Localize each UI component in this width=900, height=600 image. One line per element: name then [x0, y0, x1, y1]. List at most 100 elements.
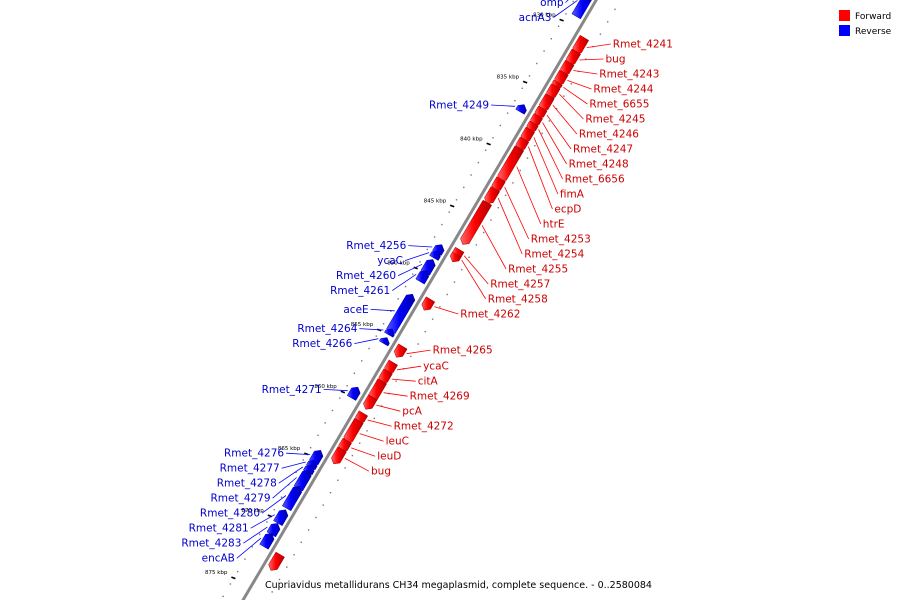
- label-leader-line: [579, 58, 604, 61]
- tick-label: 850 kbp: [387, 260, 410, 266]
- minor-tick-dot: [331, 409, 334, 412]
- gene-label: Rmet_4248: [569, 159, 629, 171]
- reverse-gene-arrow: [378, 337, 390, 347]
- reverse-gene-arrow: [384, 328, 395, 338]
- label-leader-line: [491, 104, 516, 107]
- tick-mark: [522, 80, 528, 84]
- minor-tick-dot: [280, 496, 283, 498]
- minor-tick-dot: [222, 595, 224, 598]
- label-leader-line: [497, 198, 523, 255]
- label-leader-line: [281, 461, 306, 469]
- minor-tick-dot: [543, 50, 545, 52]
- minor-tick-dot: [468, 256, 470, 258]
- tick-label: 835 kbp: [497, 74, 520, 80]
- reverse-gene-arrow: [259, 533, 275, 550]
- minor-tick-dot: [295, 471, 297, 474]
- gene-label: ycaC: [423, 361, 449, 373]
- legend-reverse-swatch: [839, 25, 850, 36]
- minor-tick-dot: [329, 492, 332, 494]
- gene-label: acnA3: [519, 12, 552, 24]
- label-leader-line: [586, 43, 611, 48]
- minor-tick-dot: [390, 310, 392, 312]
- tick-mark: [340, 390, 346, 394]
- sequence-caption: Cupriavidus metallidurans CH34 megaplasm…: [265, 580, 652, 591]
- gene-label: Rmet_4256: [346, 240, 406, 252]
- minor-tick-dot: [424, 330, 426, 333]
- minor-tick-dot: [536, 62, 538, 65]
- minor-tick-dot: [431, 318, 434, 320]
- gene-label: Rmet_4247: [573, 144, 633, 156]
- gene-label: Rmet_4255: [508, 264, 568, 276]
- tick-label: 840 kbp: [460, 136, 483, 142]
- minor-tick-dot: [514, 100, 516, 102]
- minor-tick-dot: [419, 261, 421, 263]
- minor-tick-dot: [607, 21, 609, 23]
- label-leader-line: [528, 146, 553, 210]
- minor-tick-dot: [455, 199, 458, 201]
- minor-tick-dot: [492, 137, 494, 139]
- minor-tick-dot: [490, 219, 492, 221]
- label-leader-line: [397, 263, 423, 276]
- gene-label: Rmet_4283: [181, 538, 241, 550]
- label-leader-line: [391, 273, 417, 291]
- reverse-gene-arrow: [571, 0, 592, 20]
- minor-tick-dot: [273, 508, 275, 511]
- gene-label: Rmet_6655: [589, 99, 649, 111]
- label-leader-line: [367, 419, 392, 427]
- gene-label: fimA: [560, 189, 585, 201]
- gene-label: leuC: [386, 436, 409, 448]
- label-leader-line: [344, 458, 370, 472]
- minor-tick-dot: [497, 207, 499, 209]
- minor-tick-dot: [412, 273, 414, 275]
- label-leader-line: [359, 328, 384, 331]
- minor-tick-dot: [528, 75, 531, 77]
- minor-tick-dot: [599, 33, 602, 35]
- gene-label: bug: [371, 466, 391, 478]
- label-leader-line: [559, 93, 584, 120]
- label-leader-line: [261, 495, 287, 514]
- gene-label: omp: [540, 0, 564, 9]
- minor-tick-dot: [470, 174, 472, 176]
- minor-tick-dot: [366, 430, 368, 432]
- minor-tick-dot: [499, 124, 501, 127]
- minor-tick-dot: [258, 533, 261, 536]
- minor-tick-dot: [548, 120, 550, 122]
- minor-tick-dot: [485, 149, 487, 151]
- minor-tick-dot: [555, 107, 558, 110]
- minor-tick-dot: [541, 132, 543, 135]
- minor-tick-dot: [368, 347, 370, 350]
- minor-tick-dot: [534, 145, 536, 147]
- minor-tick-dot: [237, 570, 239, 573]
- minor-tick-dot: [229, 583, 232, 585]
- minor-tick-dot: [441, 223, 443, 226]
- minor-tick-dot: [375, 335, 377, 337]
- gene-label: Rmet_4278: [217, 478, 277, 490]
- minor-tick-dot: [286, 566, 288, 568]
- minor-tick-dot: [614, 8, 616, 11]
- backbone: [241, 0, 598, 600]
- gene-label: Rmet_4261: [330, 285, 390, 297]
- label-leader-line: [516, 166, 542, 225]
- gene-label: Rmet_4258: [488, 294, 548, 306]
- minor-tick-dot: [302, 459, 304, 461]
- minor-tick-dot: [410, 355, 412, 358]
- gene-label: Rmet_4249: [429, 100, 489, 112]
- tick-label: 860 kbp: [314, 384, 337, 390]
- minor-tick-dot: [461, 269, 463, 271]
- label-leader-line: [538, 129, 563, 180]
- tick-label: 845 kbp: [424, 198, 447, 204]
- label-leader-line: [236, 537, 262, 559]
- label-leader-line: [573, 70, 598, 75]
- gene-label: Rmet_4254: [524, 249, 584, 261]
- minor-tick-dot: [570, 83, 572, 85]
- minor-tick-dot: [309, 447, 312, 449]
- label-leader-line: [463, 255, 489, 285]
- label-leader-line: [542, 122, 567, 165]
- minor-tick-dot: [475, 244, 478, 246]
- gene-label: encAB: [202, 553, 235, 565]
- minor-tick-dot: [433, 236, 436, 238]
- tick-mark: [559, 18, 564, 22]
- gene-label: Rmet_4262: [460, 309, 520, 321]
- label-leader-line: [563, 86, 588, 105]
